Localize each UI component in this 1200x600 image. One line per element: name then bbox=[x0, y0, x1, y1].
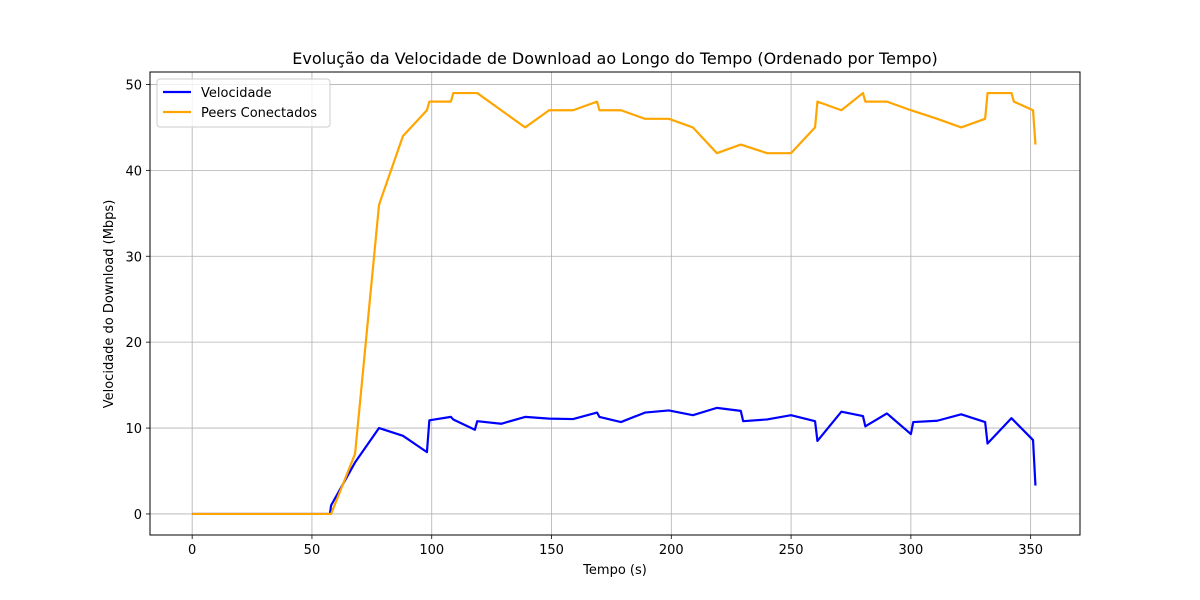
legend-label-peers-conectados: Peers Conectados bbox=[201, 106, 317, 121]
x-axis-title: Tempo (s) bbox=[582, 563, 647, 578]
y-axis-title: Velocidade do Download (Mbps) bbox=[102, 200, 117, 409]
x-tick-label: 250 bbox=[779, 543, 804, 558]
legend-label-velocidade: Velocidade bbox=[201, 86, 272, 101]
y-tick-label: 50 bbox=[125, 78, 142, 93]
peers-conectados-line bbox=[192, 91, 1037, 516]
x-tick-label: 150 bbox=[539, 543, 564, 558]
velocidade-line bbox=[192, 406, 1037, 516]
y-tick-label: 0 bbox=[134, 508, 142, 523]
y-tick-label: 10 bbox=[125, 422, 142, 437]
chart-title: Evolução da Velocidade de Download ao Lo… bbox=[292, 49, 937, 68]
x-tick-label: 350 bbox=[1018, 543, 1043, 558]
y-tick-label: 30 bbox=[125, 250, 142, 265]
y-axis: 0 10 20 30 40 50 bbox=[125, 78, 150, 523]
y-tick-label: 40 bbox=[125, 164, 142, 179]
x-tick-label: 0 bbox=[188, 543, 196, 558]
series-lines bbox=[192, 91, 1037, 516]
x-tick-label: 300 bbox=[898, 543, 923, 558]
x-tick-label: 100 bbox=[419, 543, 444, 558]
legend-box bbox=[156, 78, 331, 128]
legend: Velocidade Peers Conectados bbox=[156, 78, 331, 128]
y-tick-label: 20 bbox=[125, 336, 142, 351]
x-axis: 0 50 100 150 200 250 300 350 bbox=[188, 535, 1043, 558]
x-tick-label: 200 bbox=[659, 543, 684, 558]
plot-frame bbox=[149, 71, 1081, 536]
x-tick-label: 50 bbox=[304, 543, 321, 558]
